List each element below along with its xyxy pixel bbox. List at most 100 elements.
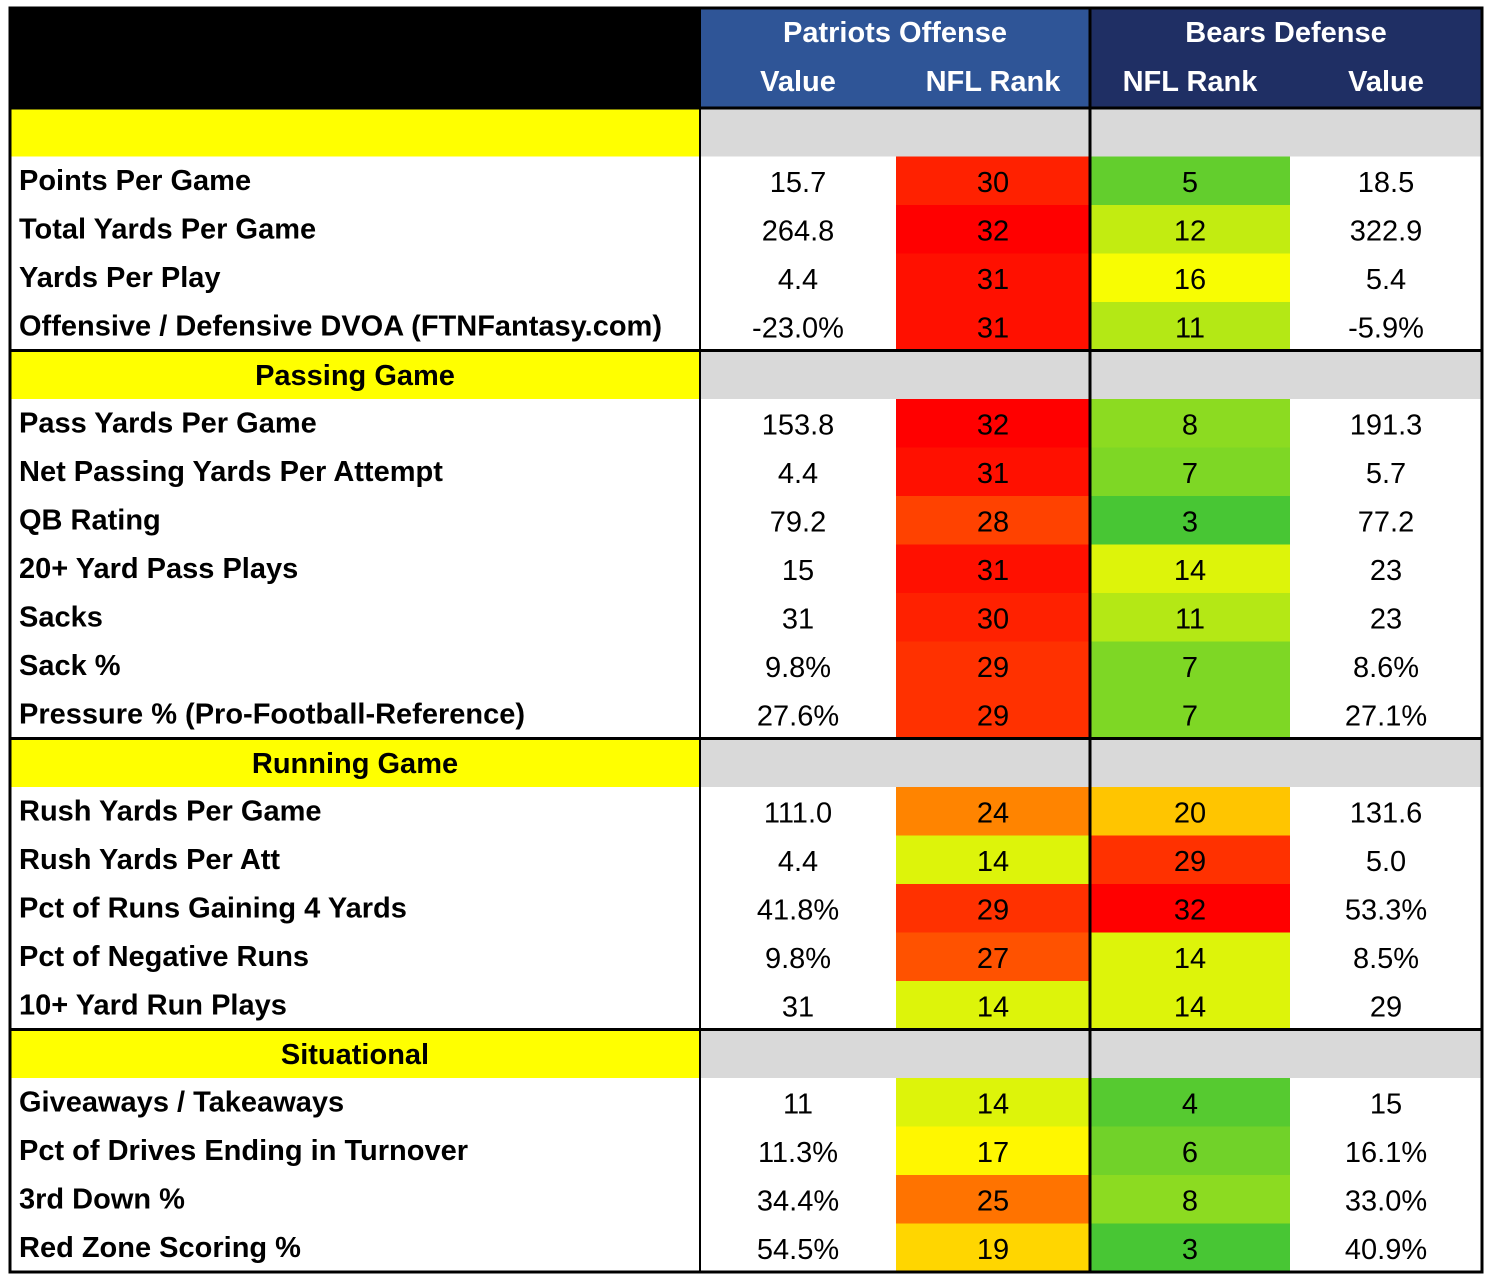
rank-cell bbox=[1090, 544, 1290, 593]
stat-label: Giveaways / Takeaways bbox=[19, 1086, 344, 1118]
rank-value: 30 bbox=[977, 167, 1009, 199]
stat-value: 16.1% bbox=[1345, 1137, 1427, 1169]
stat-value: 54.5% bbox=[757, 1234, 839, 1266]
rank-value: 11 bbox=[1175, 312, 1205, 344]
rank-cell bbox=[1090, 641, 1290, 690]
rank-value: 7 bbox=[1182, 458, 1198, 490]
stat-value: 8.6% bbox=[1353, 652, 1419, 684]
stat-value: 322.9 bbox=[1350, 215, 1423, 247]
rank-cell bbox=[1090, 835, 1290, 884]
section-label-cell bbox=[10, 350, 700, 399]
stat-value: 15.7 bbox=[770, 167, 826, 199]
stat-value: 4.4 bbox=[778, 264, 818, 296]
rank-value: 31 bbox=[977, 264, 1009, 296]
rank-cell bbox=[896, 544, 1090, 593]
stat-label: Pct of Runs Gaining 4 Yards bbox=[19, 892, 407, 924]
stat-value: 53.3% bbox=[1345, 894, 1427, 926]
rank-value: 8 bbox=[1182, 409, 1198, 441]
rank-cell bbox=[896, 981, 1090, 1030]
stat-value: 9.8% bbox=[765, 943, 831, 975]
rank-cell bbox=[896, 447, 1090, 496]
stat-value: 111.0 bbox=[764, 797, 832, 829]
stat-label: Sacks bbox=[19, 601, 103, 633]
rank-value: 14 bbox=[977, 991, 1009, 1023]
rank-cell bbox=[896, 835, 1090, 884]
column-header: NFL Rank bbox=[926, 66, 1062, 98]
rank-value: 31 bbox=[977, 458, 1009, 490]
rank-value: 3 bbox=[1182, 506, 1198, 538]
rank-value: 12 bbox=[1174, 215, 1206, 247]
stat-value: 40.9% bbox=[1345, 1234, 1427, 1266]
stat-value: 15 bbox=[1370, 1088, 1402, 1120]
column-header: Value bbox=[760, 66, 836, 98]
section-label-cell bbox=[10, 738, 700, 787]
stat-value: 131.6 bbox=[1350, 797, 1423, 829]
rank-cell bbox=[1090, 932, 1290, 981]
rank-cell bbox=[896, 253, 1090, 302]
rank-value: 8 bbox=[1182, 1185, 1198, 1217]
stat-value: 5.4 bbox=[1366, 264, 1406, 296]
stat-label: Offensive / Defensive DVOA (FTNFantasy.c… bbox=[19, 310, 662, 342]
stat-label: Net Passing Yards Per Attempt bbox=[19, 456, 443, 488]
rank-value: 25 bbox=[977, 1185, 1009, 1217]
rank-value: 27 bbox=[977, 943, 1009, 975]
rank-cell bbox=[1090, 787, 1290, 836]
stat-value: 5.0 bbox=[1366, 846, 1406, 878]
rank-cell bbox=[1090, 884, 1290, 933]
rank-value: 29 bbox=[1174, 846, 1206, 878]
table-border bbox=[8, 6, 1484, 1274]
stat-value: 23 bbox=[1370, 603, 1402, 635]
rank-cell bbox=[896, 302, 1090, 351]
stat-value: -5.9% bbox=[1348, 312, 1424, 344]
stat-label: Yards Per Play bbox=[19, 262, 221, 294]
section-title: Running Game bbox=[252, 748, 458, 780]
stat-label: Pressure % (Pro-Football-Reference) bbox=[19, 698, 525, 730]
stat-label: Pct of Drives Ending in Turnover bbox=[19, 1135, 468, 1167]
stat-value: 4.4 bbox=[778, 458, 818, 490]
rank-cell bbox=[1090, 1078, 1290, 1127]
stat-label: Red Zone Scoring % bbox=[19, 1232, 301, 1264]
stat-label: Pct of Negative Runs bbox=[19, 941, 309, 973]
stat-value: -23.0% bbox=[752, 312, 844, 344]
column-header: Value bbox=[1348, 66, 1424, 98]
rank-value: 4 bbox=[1182, 1088, 1198, 1120]
rank-cell bbox=[896, 884, 1090, 933]
defense-team-title: Bears Defense bbox=[1185, 17, 1387, 49]
rank-value: 32 bbox=[977, 409, 1009, 441]
stat-value: 153.8 bbox=[762, 409, 835, 441]
rank-value: 31 bbox=[977, 312, 1009, 344]
rank-cell bbox=[1090, 1223, 1290, 1272]
rank-cell bbox=[896, 1175, 1090, 1224]
rank-cell bbox=[1090, 447, 1290, 496]
rank-value: 11 bbox=[1175, 603, 1205, 635]
rank-cell bbox=[1090, 205, 1290, 254]
rank-cell bbox=[896, 641, 1090, 690]
section-label-cell bbox=[10, 1029, 700, 1078]
stat-value: 27.6% bbox=[757, 700, 839, 732]
stat-value: 23 bbox=[1370, 555, 1402, 587]
stat-value: 79.2 bbox=[770, 506, 826, 538]
rank-value: 24 bbox=[977, 797, 1009, 829]
rank-value: 17 bbox=[977, 1137, 1009, 1169]
rank-cell bbox=[1090, 1126, 1290, 1175]
rank-cell bbox=[896, 932, 1090, 981]
stat-value: 33.0% bbox=[1345, 1185, 1427, 1217]
rank-cell bbox=[896, 690, 1090, 739]
stat-value: 11.3% bbox=[758, 1137, 838, 1169]
rank-value: 14 bbox=[977, 1088, 1009, 1120]
rank-value: 28 bbox=[977, 506, 1009, 538]
stat-label: Rush Yards Per Game bbox=[19, 795, 322, 827]
section-title: Passing Game bbox=[255, 360, 455, 392]
rank-value: 29 bbox=[977, 894, 1009, 926]
rank-cell bbox=[896, 496, 1090, 545]
rank-value: 14 bbox=[977, 846, 1009, 878]
rank-cell bbox=[1090, 156, 1290, 205]
defense-header bbox=[1090, 8, 1482, 108]
rank-value: 31 bbox=[977, 555, 1009, 587]
stat-value: 191.3 bbox=[1350, 409, 1423, 441]
stat-value: 77.2 bbox=[1358, 506, 1414, 538]
stat-value: 5.7 bbox=[1366, 458, 1406, 490]
offense-team-title: Patriots Offense bbox=[783, 17, 1007, 49]
stat-label: Points Per Game bbox=[19, 165, 251, 197]
